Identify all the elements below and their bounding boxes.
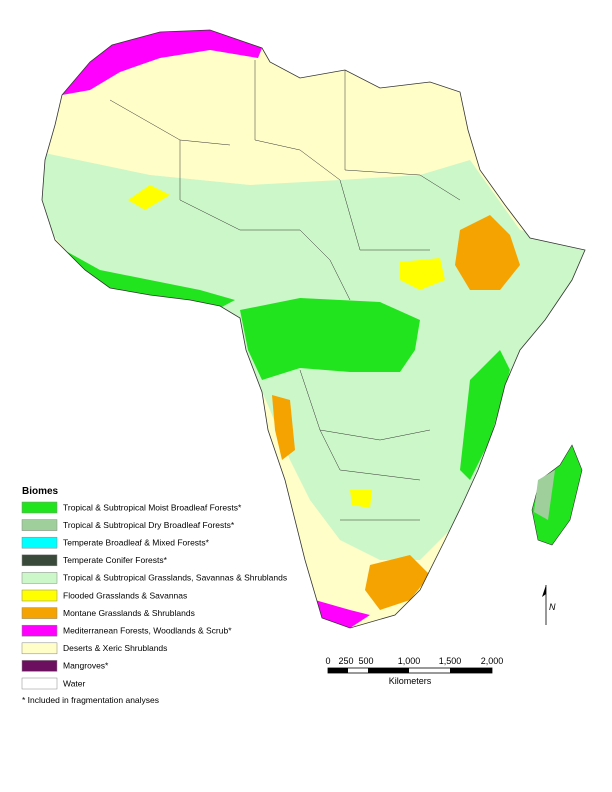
montane-south (365, 555, 430, 610)
legend-label: Montane Grasslands & Shrublands (63, 608, 195, 618)
montane-angola (272, 395, 295, 460)
legend-label: Water (63, 678, 86, 688)
rainforest (240, 298, 420, 380)
flooded-sudd (400, 258, 445, 290)
legend-label: Temperate Broadleaf & Mixed Forests* (63, 537, 210, 547)
legend-swatch (21, 519, 58, 531)
legend-label: Mediterranean Forests, Woodlands & Scrub… (63, 625, 232, 635)
legend-swatch (21, 660, 58, 672)
scale-labels: 0 250 500 1,000 1,500 2,000 (325, 656, 503, 666)
legend-swatch (21, 572, 58, 584)
scale-label: 500 (358, 656, 373, 666)
flooded-okavango (350, 490, 372, 508)
scale-unit: Kilometers (389, 676, 432, 686)
scale-bar (327, 667, 493, 674)
madagascar (531, 444, 583, 546)
footnote: * Included in fragmentation analyses (22, 695, 159, 705)
legend: Tropical & Subtropical Moist Broadleaf F… (21, 501, 287, 690)
mediterranean-cape (315, 600, 370, 628)
legend-swatch (21, 536, 58, 549)
legend-label: Tropical & Subtropical Moist Broadleaf F… (63, 502, 242, 512)
legend-swatch (21, 589, 58, 602)
scale-label: 1,500 (439, 656, 462, 666)
scale-label: 0 (325, 656, 330, 666)
scale-label: 2,000 (481, 656, 504, 666)
legend-label: Tropical & Subtropical Dry Broadleaf For… (63, 520, 235, 530)
legend-swatch (21, 554, 58, 567)
legend-label: Mangroves* (63, 661, 109, 671)
legend-swatch (21, 607, 58, 619)
legend-label: Temperate Conifer Forests* (63, 555, 168, 565)
legend-title: Biomes (22, 486, 59, 497)
north-arrow: N (542, 585, 556, 625)
legend-swatch (21, 501, 58, 514)
legend-swatch (21, 642, 58, 655)
scale-label: 1,000 (398, 656, 421, 666)
flooded-niger (128, 185, 170, 210)
montane-ethiopia (455, 215, 520, 290)
legend-label: Tropical & Subtropical Grasslands, Savan… (63, 573, 287, 583)
land (42, 30, 585, 628)
legend-label: Deserts & Xeric Shrublands (63, 643, 167, 653)
north-label: N (549, 602, 556, 612)
legend-swatch (21, 624, 58, 637)
scale-label: 250 (338, 656, 353, 666)
legend-swatch (21, 677, 58, 690)
mediterranean-north (62, 30, 262, 95)
west-forest (55, 245, 235, 308)
borders (109, 60, 461, 521)
legend-label: Flooded Grasslands & Savannas (63, 590, 187, 600)
east-forest (460, 350, 510, 480)
